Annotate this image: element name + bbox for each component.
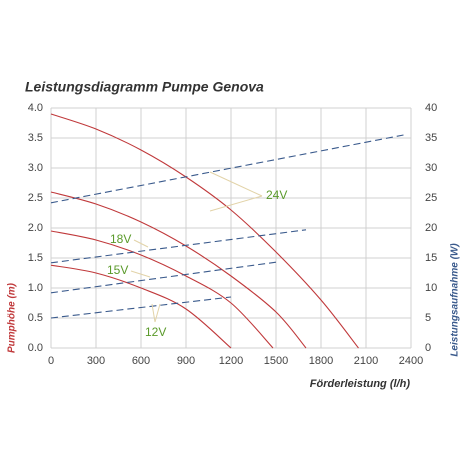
y2-tick-label: 5 xyxy=(425,312,431,324)
x-tick-label: 600 xyxy=(132,355,150,367)
y-tick-label: 4.0 xyxy=(28,102,43,114)
y2-tick-label: 25 xyxy=(425,192,437,204)
y-tick-label: 0.0 xyxy=(28,342,43,354)
label-pointer xyxy=(133,239,149,248)
y2-tick-label: 40 xyxy=(425,102,437,114)
y2-axis-label: Leistungsaufnahme (W) xyxy=(450,243,461,357)
label-pointer xyxy=(209,171,263,197)
label-pointer xyxy=(130,270,151,278)
label-pointer xyxy=(154,303,161,323)
x-axis-label: Förderleistung (l/h) xyxy=(310,378,411,390)
x-tick-label: 1800 xyxy=(309,355,333,367)
y-tick-label: 2.0 xyxy=(28,222,43,234)
x-tick-label: 1200 xyxy=(219,355,243,367)
y-axis-label: Pumphöhe (m) xyxy=(7,282,18,353)
power-line xyxy=(50,261,277,294)
label-pointer xyxy=(209,195,263,212)
head-curve xyxy=(50,113,359,349)
y-tick-label: 2.5 xyxy=(28,192,43,204)
y-tick-label: 3.5 xyxy=(28,132,43,144)
y2-tick-label: 20 xyxy=(425,222,437,234)
x-tick-label: 2400 xyxy=(399,355,423,367)
x-tick-label: 300 xyxy=(87,355,105,367)
y-tick-label: 3.0 xyxy=(28,162,43,174)
y-tick-label: 0.5 xyxy=(28,312,43,324)
y2-tick-label: 30 xyxy=(425,162,437,174)
y2-tick-label: 15 xyxy=(425,252,437,264)
y2-tick-label: 10 xyxy=(425,282,437,294)
series-label: 18V xyxy=(110,232,131,246)
power-line xyxy=(50,229,307,264)
head-curve xyxy=(50,191,307,349)
y2-tick-label: 35 xyxy=(425,132,437,144)
series-label: 24V xyxy=(266,188,287,202)
chart-title: Leistungsdiagramm Pumpe Genova xyxy=(25,79,264,95)
head-curve xyxy=(50,230,274,349)
x-tick-label: 0 xyxy=(48,355,54,367)
x-tick-label: 2100 xyxy=(354,355,378,367)
head-curve xyxy=(50,264,232,349)
power-line xyxy=(50,134,404,204)
y-tick-label: 1.5 xyxy=(28,252,43,264)
x-tick-label: 900 xyxy=(177,355,195,367)
x-tick-label: 1500 xyxy=(264,355,288,367)
y-tick-label: 1.0 xyxy=(28,282,43,294)
series-label: 15V xyxy=(107,263,128,277)
series-label: 12V xyxy=(145,325,166,339)
y2-tick-label: 0 xyxy=(425,342,431,354)
label-pointer xyxy=(151,303,156,323)
power-line xyxy=(50,296,232,319)
